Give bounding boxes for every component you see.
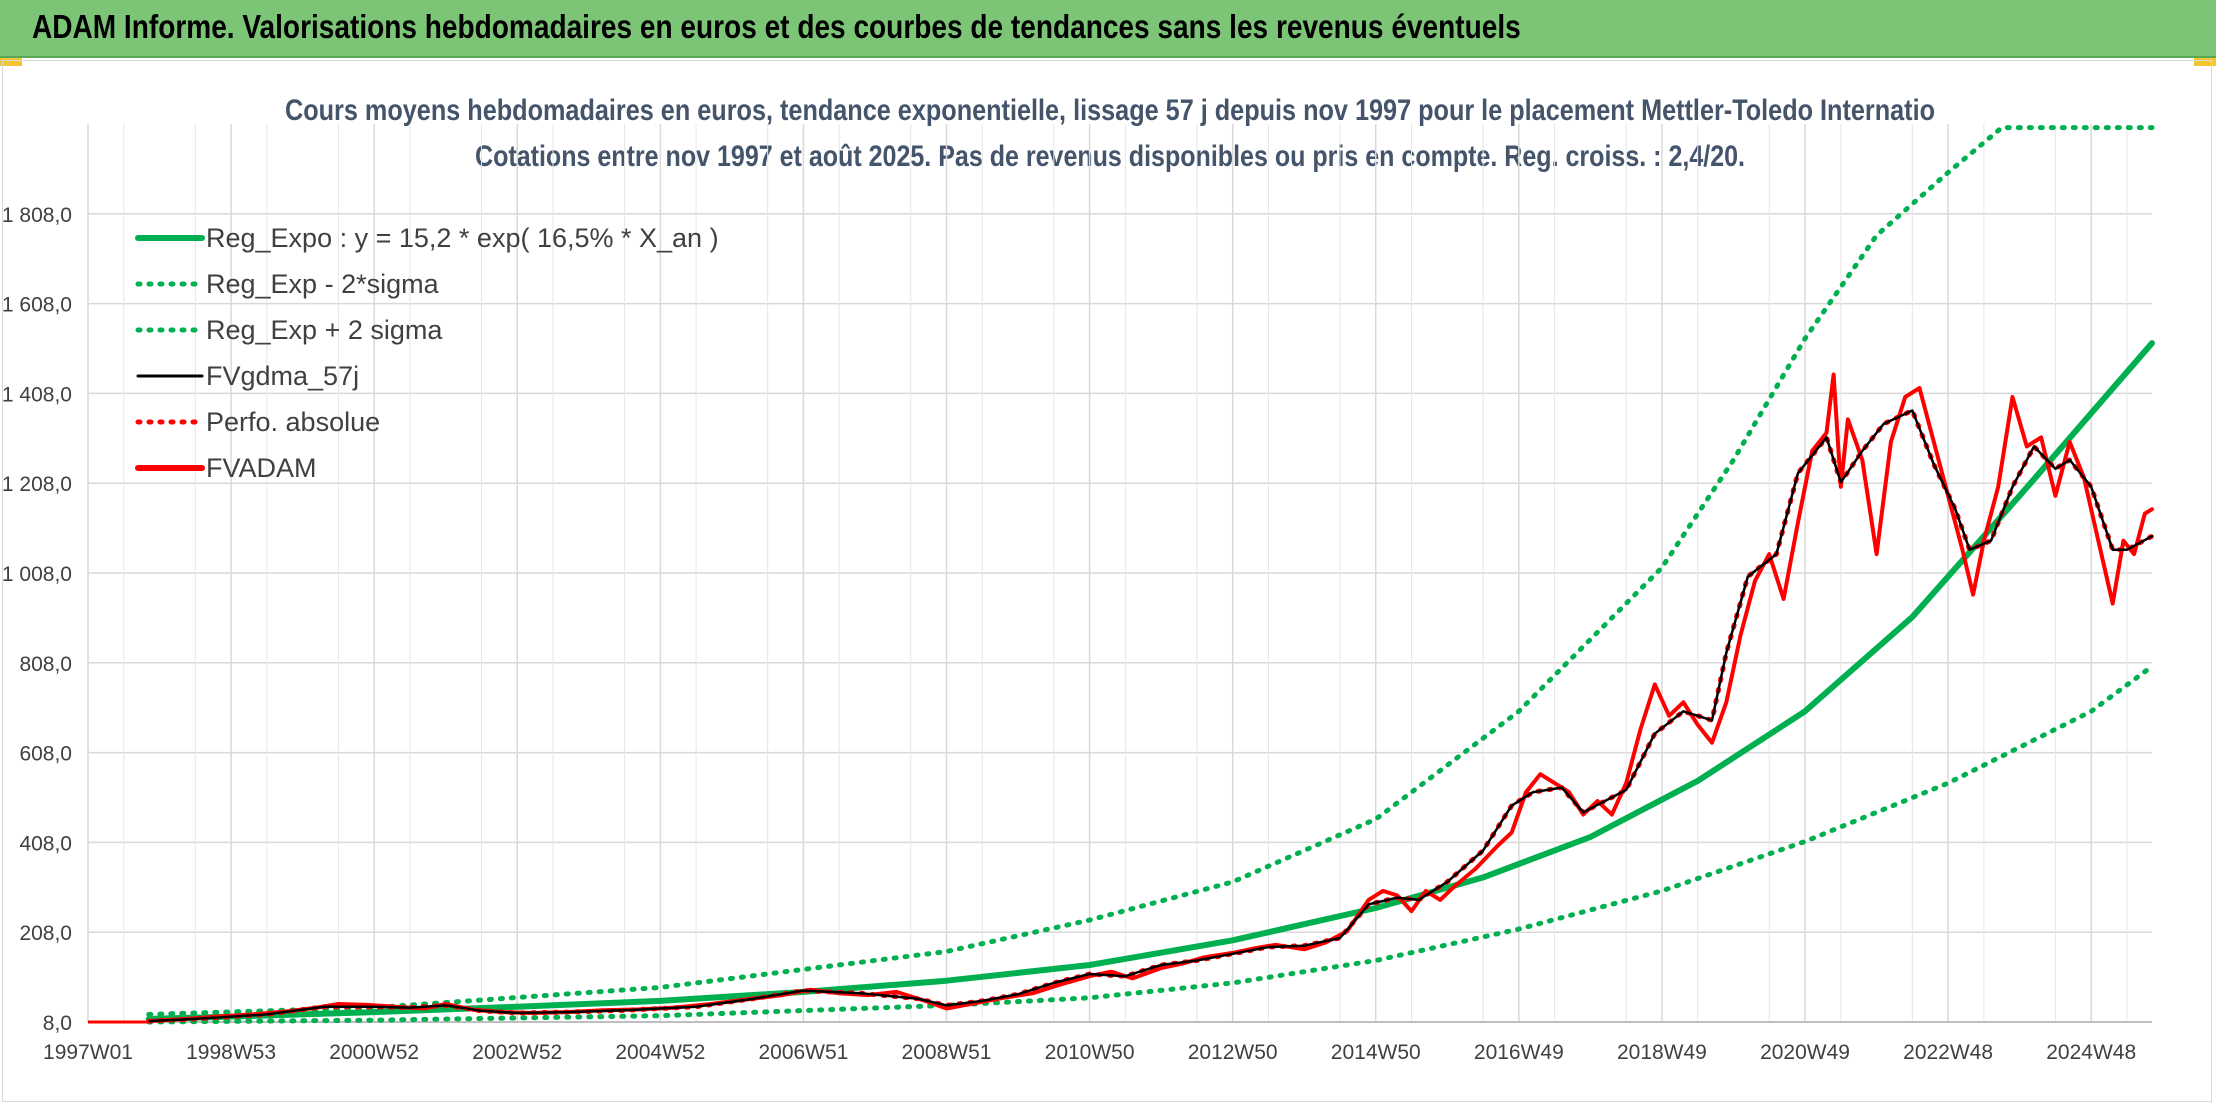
legend-label: FVADAM [206, 453, 317, 483]
y-tick-label: 1 208,0 [2, 473, 72, 496]
chart-title: Cours moyens hebdomadaires en euros, ten… [285, 94, 1935, 127]
legend-label: Reg_Exp + 2 sigma [206, 315, 443, 345]
chart-subtitle: Cotations entre nov 1997 et août 2025. P… [475, 140, 1745, 173]
legend-item-price: FVADAM [135, 453, 317, 483]
x-tick-label: 1998W53 [186, 1041, 276, 1064]
legend-label: FVgdma_57j [206, 361, 359, 391]
legend-item-smoothed: FVgdma_57j [136, 361, 359, 391]
smoothed-line [147, 409, 2154, 1023]
x-tick-label: 2022W48 [1903, 1041, 1993, 1064]
grid [87, 124, 2152, 1023]
legend-label: Reg_Expo : y = 15,2 * exp( 16,5% * X_an … [206, 223, 719, 253]
x-tick-label: 2008W51 [902, 1041, 992, 1064]
x-tick-label: 2020W49 [1760, 1041, 1850, 1064]
y-tick-label: 208,0 [19, 922, 72, 945]
x-tick-label: 2002W52 [472, 1041, 562, 1064]
x-tick-label: 1997W01 [43, 1041, 133, 1064]
y-tick-label: 1 608,0 [2, 294, 72, 317]
report-title: ADAM Informe. Valorisations hebdomadaire… [32, 8, 1521, 45]
x-tick-label: 2004W52 [615, 1041, 705, 1064]
legend-label: Reg_Exp - 2*sigma [206, 269, 440, 299]
y-tick-label: 1 008,0 [2, 563, 72, 586]
y-tick-label: 608,0 [19, 743, 72, 766]
x-tick-label: 2016W49 [1474, 1041, 1564, 1064]
y-tick-label: 8,0 [43, 1012, 72, 1035]
x-tick-label: 2012W50 [1188, 1041, 1278, 1064]
report-banner: ADAM Informe. Valorisations hebdomadaire… [0, 0, 2216, 58]
legend-item-lower-band: Reg_Exp - 2*sigma [135, 269, 440, 299]
y-tick-label: 1 408,0 [2, 383, 72, 406]
chart-frame [2, 60, 2212, 1102]
axes: 8,0 208,0 408,0 608,0 808,0 1 008,0 1 208,0 1 4… [2, 204, 2152, 1064]
x-tick-label: 2010W50 [1045, 1041, 1135, 1064]
upper-band-line [146, 125, 2155, 1017]
x-tick-label: 2014W50 [1331, 1041, 1421, 1064]
y-tick-label: 408,0 [19, 832, 72, 855]
corner-marker-right [2194, 58, 2216, 66]
legend-item-upper-band: Reg_Exp + 2 sigma [135, 315, 443, 345]
y-tick-label: 808,0 [19, 653, 72, 676]
legend-item-absolute-performance: Perfo. absolue [135, 407, 380, 437]
x-tick-label: 2024W48 [2046, 1041, 2136, 1064]
legend-label: Perfo. absolue [206, 407, 380, 437]
series [88, 125, 2155, 1025]
x-tick-label: 2006W51 [758, 1041, 848, 1064]
y-tick-label: 1 808,0 [2, 204, 72, 227]
regression-line [145, 340, 2155, 1022]
legend: Reg_Expo : y = 15,2 * exp( 16,5% * X_an … [135, 223, 719, 483]
x-tick-label: 2000W52 [329, 1041, 419, 1064]
x-tick-label: 2018W49 [1617, 1041, 1707, 1064]
lower-band-line [146, 663, 2155, 1025]
price-line [146, 372, 2154, 1024]
legend-item-regression: Reg_Expo : y = 15,2 * exp( 16,5% * X_an … [135, 223, 719, 253]
corner-marker-left [0, 58, 22, 66]
absolute-performance-line [146, 408, 2155, 1024]
